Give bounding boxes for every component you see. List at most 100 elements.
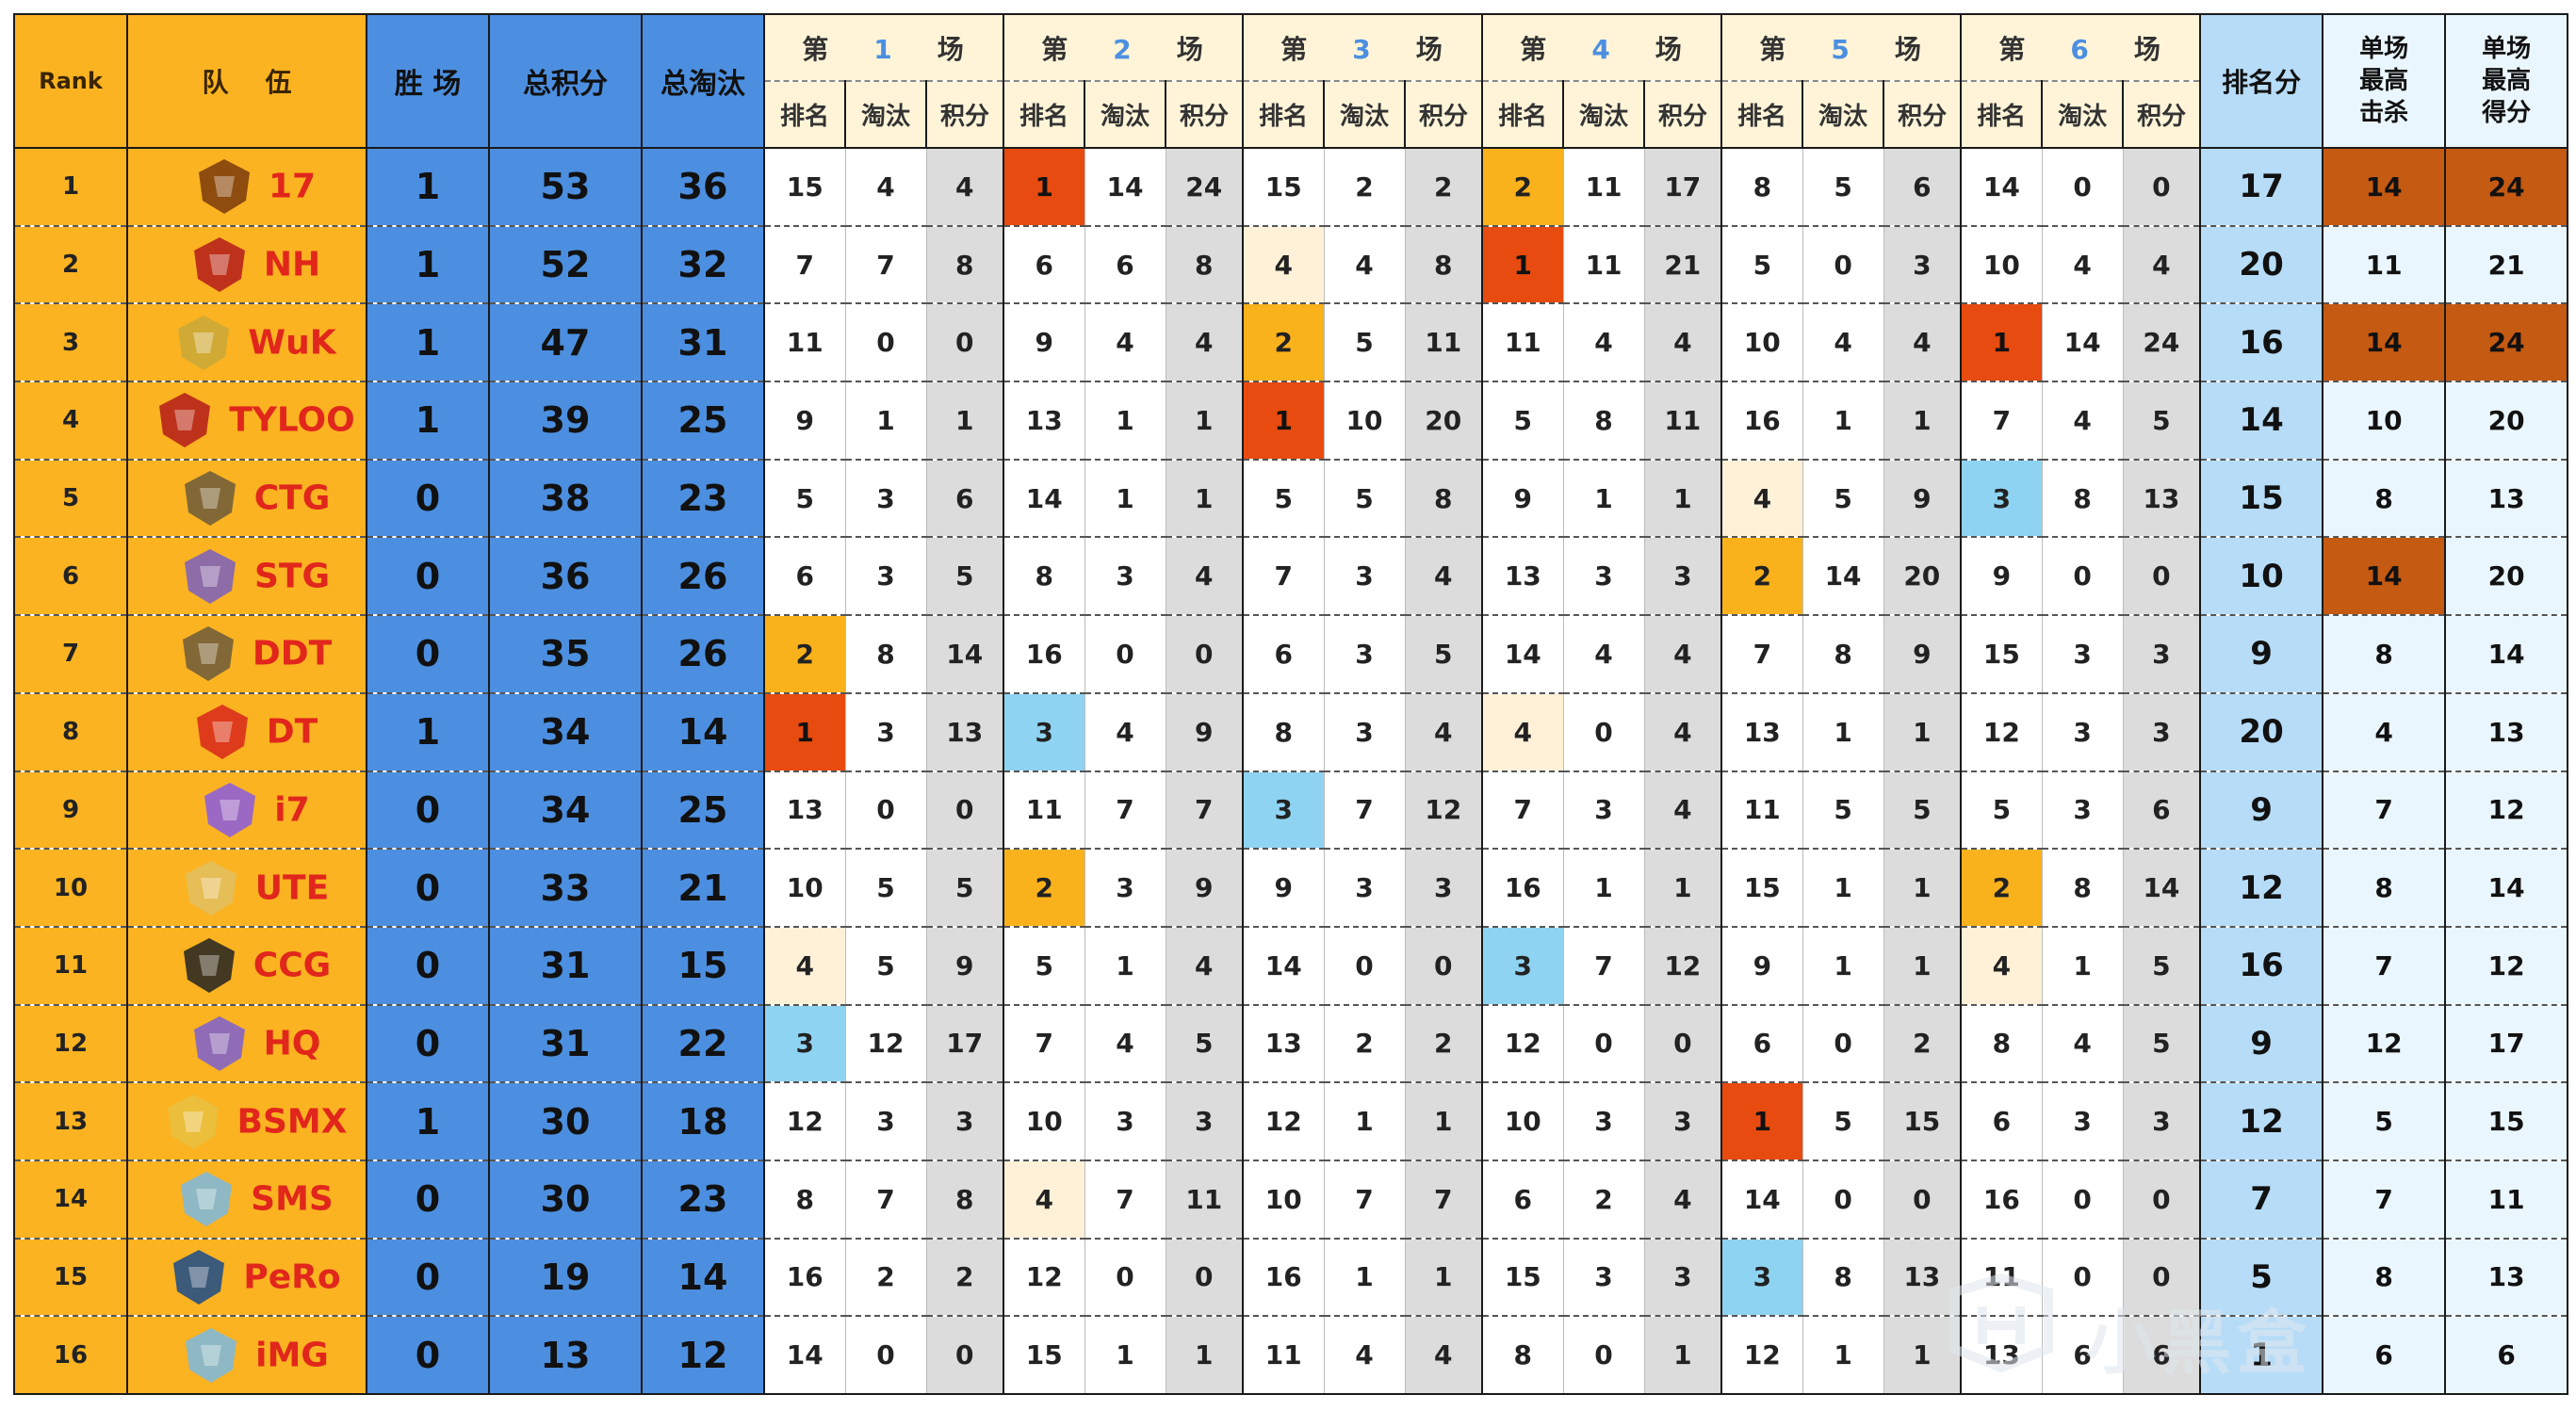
game-1-elims-cell: 8 [844,615,926,694]
game-2-place-cell: 16 [1003,615,1085,694]
game-5-place-cell: 5 [1720,225,1803,305]
team-name: BSMX [236,1102,348,1142]
game-4-points-cell: 0 [1643,1004,1723,1084]
game-3-points-cell: 1 [1404,1238,1484,1318]
game-2-points-cell: 4 [1165,926,1245,1006]
team-cell: i7 [127,770,367,851]
game-2-points-cell: 11 [1165,1160,1245,1240]
game-6-place-cell: 5 [1960,770,2043,851]
game-6-elims-cell: 0 [2041,1160,2124,1240]
game-2-elims-subheader: 淘汰 [1084,81,1167,149]
game-2-points-cell: 4 [1165,303,1245,383]
game-4-points-cell: 1 [1643,849,1723,928]
game-4-elims-cell: 1 [1562,849,1645,928]
game-3-elims-cell: 4 [1323,225,1406,305]
game-5-elims-subheader: 淘汰 [1802,81,1885,149]
game-2-elims-cell: 4 [1084,303,1166,383]
game-1-place-cell: 15 [763,148,845,227]
game-2-points-cell: 9 [1165,692,1245,772]
game-4-elims-cell: 0 [1562,692,1645,772]
game-4-points-subheader: 积分 [1643,81,1723,149]
game-5-elims-cell: 0 [1802,1004,1884,1084]
game-2-elims-cell: 0 [1084,1238,1166,1318]
game-2-place-cell: 6 [1003,225,1085,305]
max-kills-cell: 5 [2323,1082,2447,1161]
rank-cell: 15 [13,1238,128,1318]
total-points-cell: 34 [489,692,643,772]
team-name: WuK [248,323,336,363]
game-4-place-cell: 5 [1481,381,1564,461]
max-score-cell: 6 [2445,1316,2569,1395]
total-points-cell: 33 [489,849,643,928]
game-3-points-cell: 8 [1404,459,1484,539]
game-3-elims-cell: 7 [1323,1160,1406,1240]
game-4-elims-cell: 7 [1562,926,1645,1006]
game-4-points-cell: 12 [1643,926,1723,1006]
game-6-points-cell: 6 [2122,1316,2202,1395]
game-4-points-cell: 4 [1643,692,1723,772]
game-4-place-cell: 6 [1481,1160,1564,1240]
game-4-elims-cell: 3 [1562,1238,1645,1318]
game-3-elims-cell: 5 [1323,459,1406,539]
game-4-points-cell: 4 [1643,770,1723,851]
game-3-place-cell: 11 [1242,1316,1325,1395]
team-name: HQ [263,1024,321,1063]
game-4-points-cell: 4 [1643,303,1723,383]
rank-cell: 1 [13,148,128,227]
game-1-elims-cell: 0 [844,770,926,851]
total-elims-cell: 26 [642,615,765,694]
game-1-elims-cell: 5 [844,849,926,928]
game-1-points-cell: 8 [925,1160,1005,1240]
game-6-place-cell: 4 [1960,926,2043,1006]
game-6-elims-cell: 14 [2041,303,2124,383]
placement-points-cell: 7 [2200,1160,2324,1240]
game-1-elims-cell: 0 [844,303,926,383]
game-1-points-cell: 13 [925,692,1005,772]
wins-cell: 0 [367,849,490,928]
game-5-elims-cell: 1 [1802,926,1884,1006]
total-elims-cell: 23 [642,459,765,539]
game-3-place-cell: 6 [1242,615,1325,694]
game-6-place-cell: 6 [1960,1082,2043,1161]
total-elims-cell: 36 [642,148,765,227]
game-6-elims-cell: 6 [2041,1316,2124,1395]
game-4-elims-cell: 11 [1562,148,1645,227]
rank-cell: 4 [13,381,128,461]
nh-logo-icon [193,237,245,293]
game-5-points-cell: 3 [1883,225,1963,305]
game-5-elims-cell: 5 [1802,459,1884,539]
game-6-points-subheader: 积分 [2122,81,2202,149]
team-cell: CCG [127,926,367,1006]
game-6-elims-cell: 4 [2041,381,2124,461]
game-3-place-cell: 8 [1242,692,1325,772]
game-2-elims-cell: 1 [1084,926,1166,1006]
game-2-place-cell: 9 [1003,303,1085,383]
rank-cell: 9 [13,770,128,851]
game-1-points-cell: 5 [925,537,1005,617]
team-name: TYLOO [229,400,355,440]
wins-cell: 0 [367,537,490,617]
game-2-elims-cell: 3 [1084,849,1166,928]
game-4-place-cell: 10 [1481,1082,1564,1161]
total-points-cell: 47 [489,303,643,383]
table-row: 7 DDT 0 35 26 2 8 14 16 0 0 6 3 5 14 4 4 7 8 9 15 3 3 9 8 14 [13,615,2569,694]
game-2-elims-cell: 7 [1084,770,1166,851]
game-6-elims-cell: 1 [2041,926,2124,1006]
game-2-points-cell: 5 [1165,1004,1245,1084]
team-cell: BSMX [127,1082,367,1161]
game-3-points-cell: 3 [1404,849,1484,928]
total-elims-cell: 25 [642,770,765,851]
wins-cell: 1 [367,148,490,227]
17-logo-icon [198,159,250,215]
i7-logo-icon [204,782,256,837]
team-name: CTG [253,478,331,518]
game-2-points-cell: 7 [1165,770,1245,851]
game-4-points-cell: 3 [1643,1238,1723,1318]
game-6-elims-cell: 0 [2041,1238,2124,1318]
rank-cell: 13 [13,1082,128,1161]
game-5-elims-cell: 5 [1802,148,1884,227]
team-name: NH [263,245,321,284]
max-kills-cell: 7 [2323,926,2447,1006]
placement-points-cell: 5 [2200,1238,2324,1318]
